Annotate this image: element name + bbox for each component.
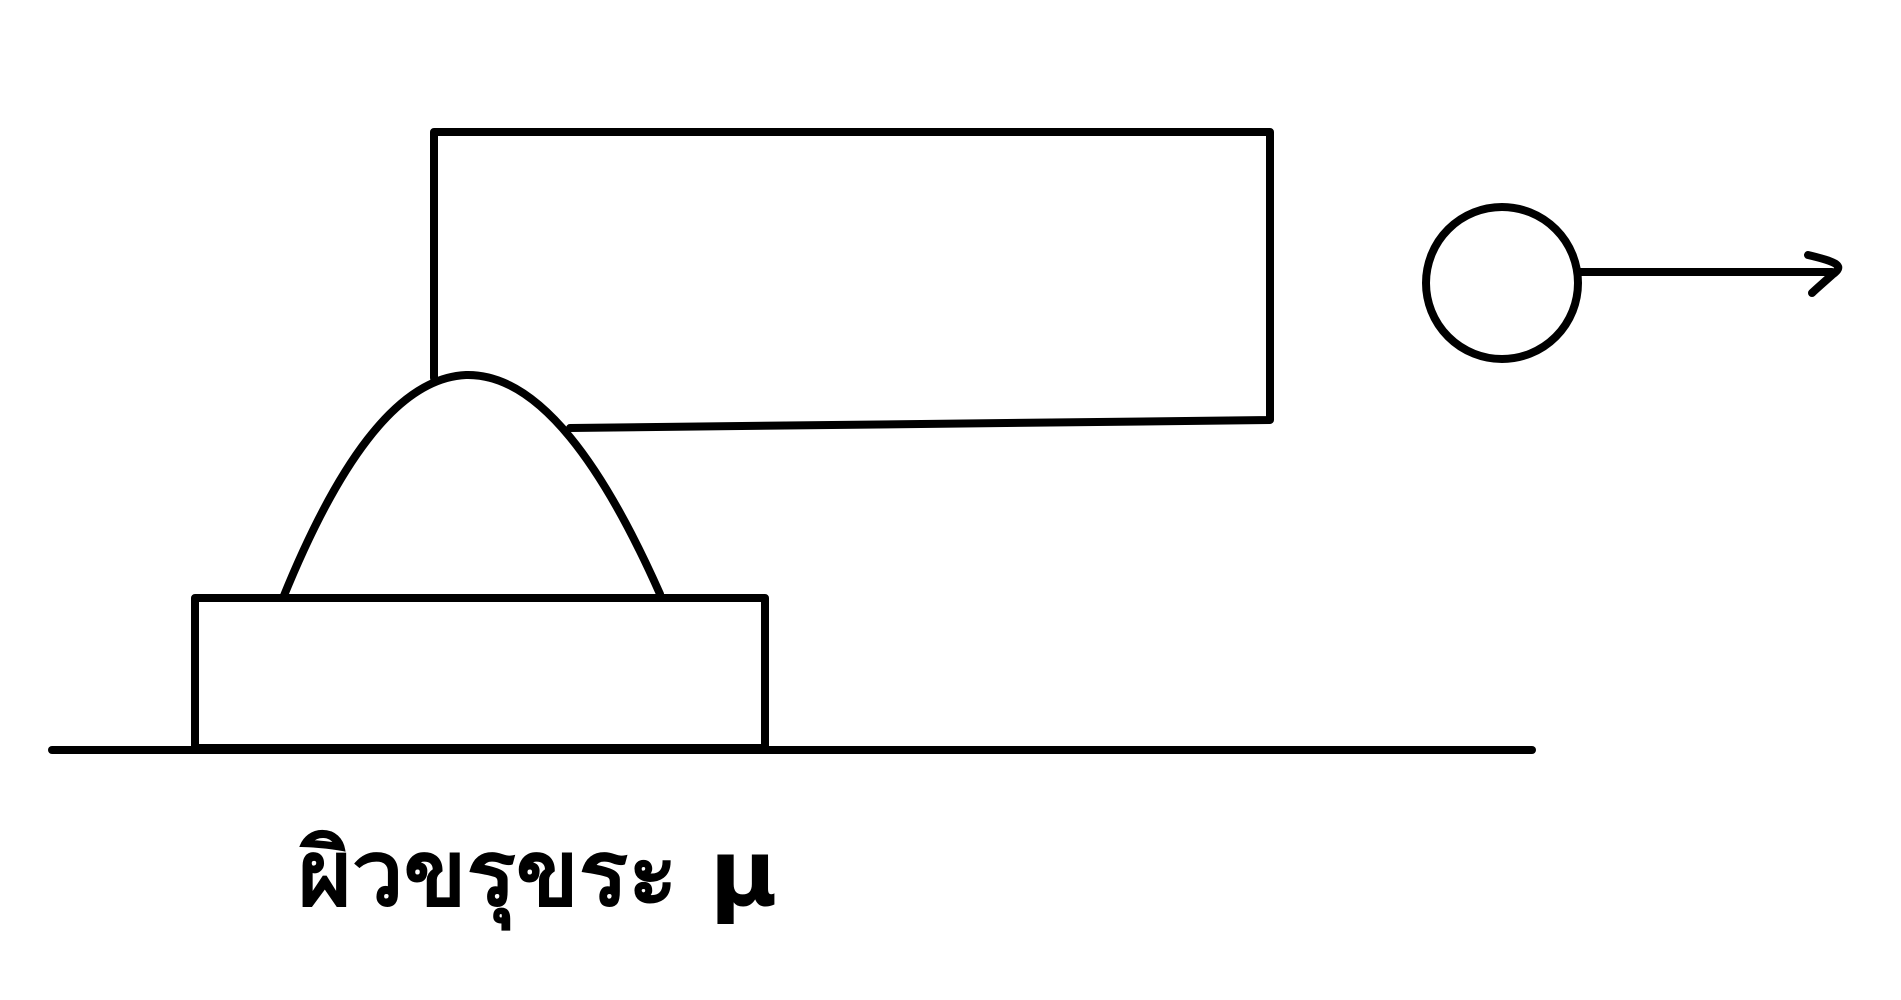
- cannon-mount-arch: [279, 370, 664, 602]
- rough-surface-label: ผิวขรุขระ μ: [298, 820, 777, 931]
- cart-base-block: [191, 594, 769, 752]
- cannon-barrel: [430, 128, 1274, 432]
- cannonball: [1422, 203, 1582, 363]
- velocity-arrow-head: [1804, 251, 1843, 297]
